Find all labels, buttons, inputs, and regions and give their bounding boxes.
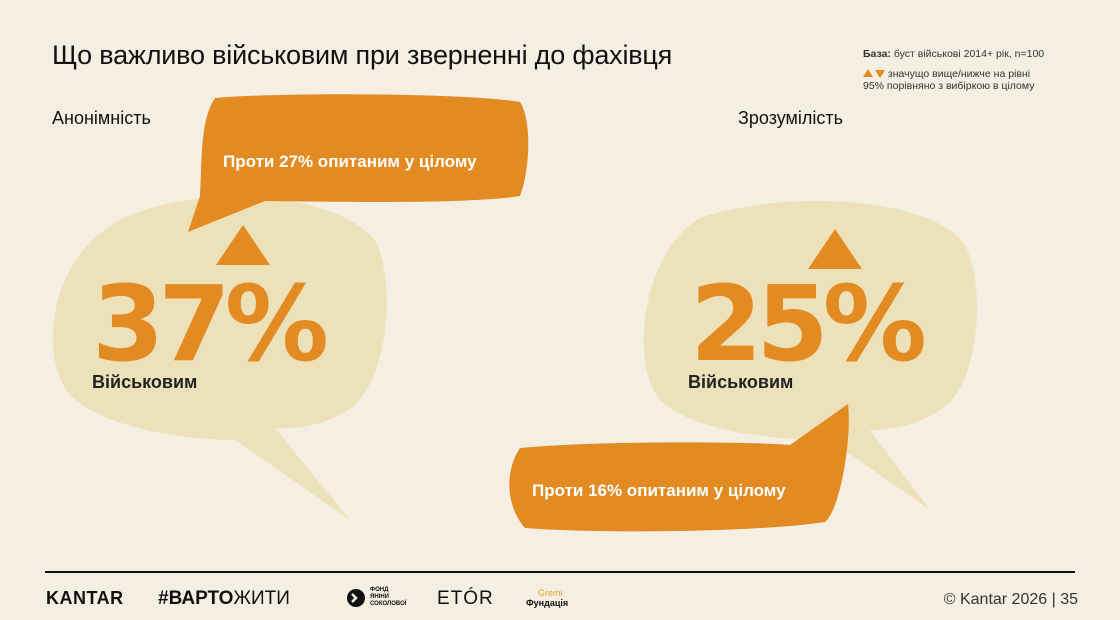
etor-logo: ETÓR bbox=[437, 588, 494, 609]
page-title: Що важливо військовим при зверненні до ф… bbox=[52, 40, 673, 70]
right-sub-label: Військовим bbox=[688, 372, 794, 392]
significance-legend: значущо вище/нижче на рівні 95% порівнян… bbox=[863, 68, 1078, 92]
fond-line1: ЯНІНИ bbox=[370, 594, 389, 600]
triangle-up-icon bbox=[863, 69, 873, 77]
footer-divider bbox=[45, 571, 1075, 573]
left-callout-text: Проти 27% опитаним у цілому bbox=[223, 152, 477, 171]
right-big-value: 25% bbox=[690, 263, 927, 385]
varto-bold: ВАРТО bbox=[168, 588, 234, 609]
varto-zhyty-logo: #ВАРТОЖИТИ bbox=[158, 588, 290, 610]
fond-line2: СОКОЛОВОЇ bbox=[370, 601, 407, 607]
base-note: База: буст військові 2014+ рік, n=100 bbox=[863, 48, 1078, 60]
base-text: буст військові 2014+ рік, n=100 bbox=[893, 48, 1045, 60]
left-up-triangle-icon bbox=[216, 225, 270, 265]
gremi-bottom: Фундація bbox=[526, 598, 569, 608]
fond-mark-icon bbox=[347, 588, 365, 607]
right-callout-shape bbox=[509, 404, 849, 532]
triangle-down-icon bbox=[875, 70, 885, 78]
fond-small: ФОНД bbox=[370, 587, 389, 593]
right-up-triangle-icon bbox=[808, 229, 862, 269]
right-callout-text: Проти 16% опитаним у цілому bbox=[532, 481, 786, 500]
copyright-page-number: © Kantar 2026 | 35 bbox=[943, 591, 1078, 608]
kantar-logo: KANTAR bbox=[46, 588, 124, 608]
legend-line1: значущо вище/нижче на рівні bbox=[887, 68, 1031, 80]
gremi-logo: Gremi Фундація bbox=[526, 588, 568, 608]
right-section-label: Зрозумілість bbox=[738, 108, 844, 128]
gremi-top: Gremi bbox=[538, 588, 563, 598]
fond-sokolovoi-logo: ФОНД ЯНІНИ СОКОЛОВОЇ bbox=[346, 587, 406, 608]
base-label: База: bbox=[863, 48, 891, 60]
left-sub-label: Військовим bbox=[92, 372, 198, 392]
left-speech-bubble bbox=[52, 196, 387, 520]
varto-hash: # bbox=[158, 588, 169, 609]
varto-rest: ЖИТИ bbox=[233, 588, 290, 609]
left-section-label: Анонімність bbox=[52, 108, 151, 128]
left-callout-shape bbox=[188, 94, 529, 232]
left-big-value: 37% bbox=[92, 263, 329, 385]
legend-line2: 95% порівняно з вибіркою в цілому bbox=[863, 80, 1035, 92]
right-speech-bubble bbox=[643, 201, 977, 510]
